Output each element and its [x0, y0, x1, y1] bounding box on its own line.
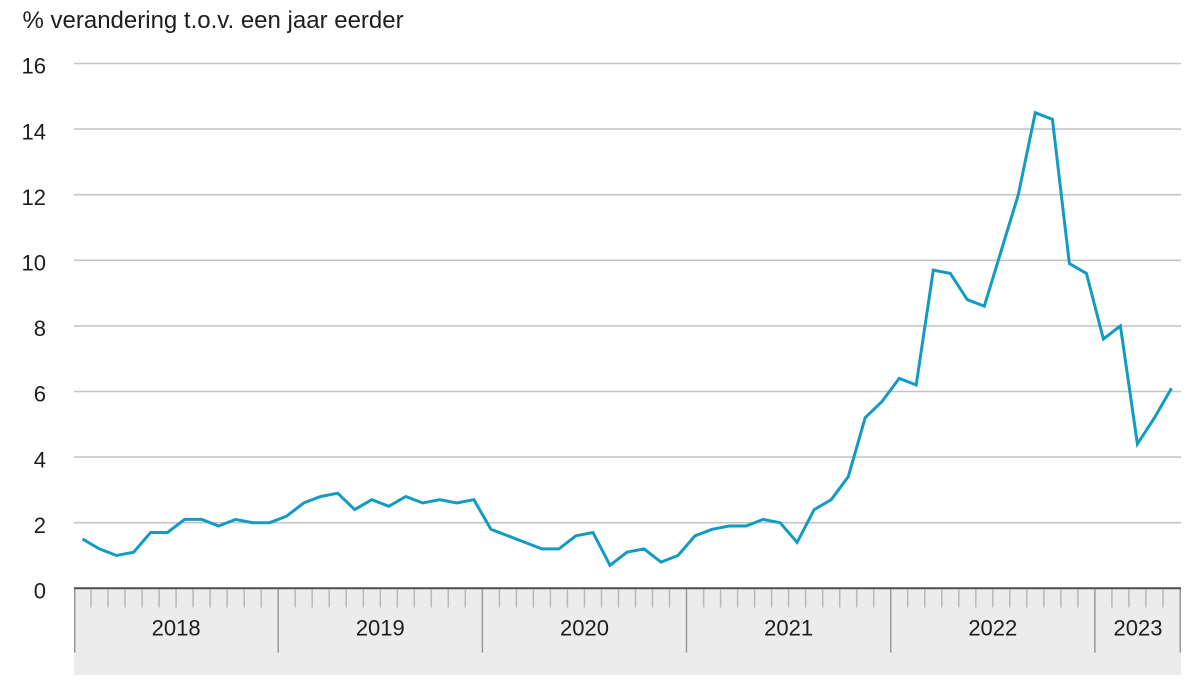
svg-text:2019: 2019 [356, 616, 405, 641]
svg-text:14: 14 [22, 119, 46, 144]
svg-text:2020: 2020 [560, 616, 609, 641]
svg-text:8: 8 [34, 316, 46, 341]
svg-text:2022: 2022 [968, 616, 1017, 641]
svg-text:2018: 2018 [152, 616, 201, 641]
svg-text:2: 2 [34, 513, 46, 538]
svg-text:% verandering t.o.v. een jaar: % verandering t.o.v. een jaar eerder [23, 7, 404, 34]
svg-text:10: 10 [22, 251, 46, 276]
svg-text:16: 16 [22, 54, 46, 79]
svg-text:0: 0 [34, 579, 46, 604]
svg-text:2023: 2023 [1114, 616, 1163, 641]
svg-text:2021: 2021 [764, 616, 813, 641]
svg-text:6: 6 [34, 382, 46, 407]
svg-text:12: 12 [22, 185, 46, 210]
svg-text:4: 4 [34, 447, 46, 472]
